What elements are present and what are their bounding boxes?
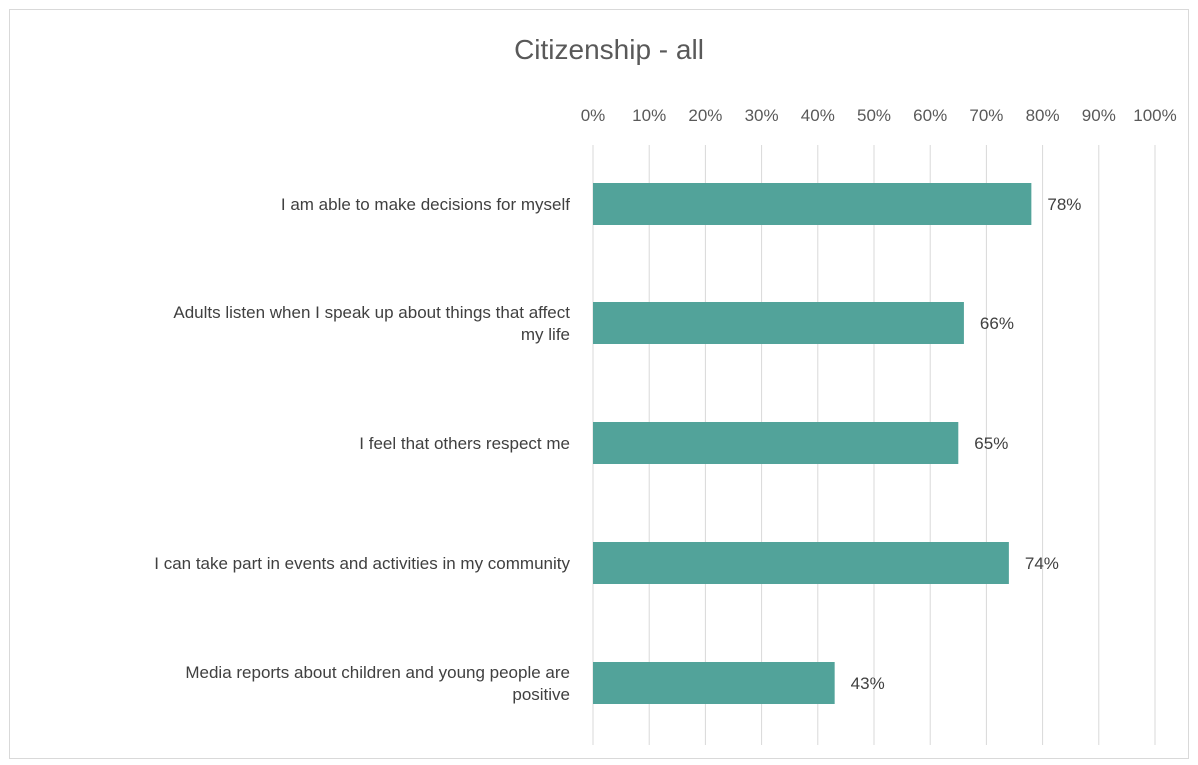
category-label: I can take part in events and activities… — [154, 554, 570, 573]
chart-title: Citizenship - all — [514, 34, 704, 65]
x-tick-label: 90% — [1082, 106, 1116, 125]
x-tick-label: 20% — [688, 106, 722, 125]
category-label: I feel that others respect me — [359, 434, 570, 453]
x-tick-label: 60% — [913, 106, 947, 125]
bar — [593, 422, 959, 464]
bar-data-label: 43% — [851, 674, 885, 693]
bar-data-label: 65% — [974, 434, 1008, 453]
x-tick-label: 0% — [581, 106, 606, 125]
bar — [593, 302, 964, 344]
x-tick-label: 30% — [745, 106, 779, 125]
x-tick-label: 100% — [1133, 106, 1176, 125]
category-label: Adults listen when I speak up about thin… — [173, 303, 570, 344]
category-label: I am able to make decisions for myself — [281, 195, 570, 214]
x-tick-label: 70% — [969, 106, 1003, 125]
x-tick-label: 10% — [632, 106, 666, 125]
bar-data-label: 78% — [1047, 195, 1081, 214]
bar — [593, 183, 1032, 225]
chart-frame — [9, 9, 1189, 759]
category-label: Media reports about children and young p… — [185, 663, 570, 704]
bar — [593, 542, 1009, 584]
bar-data-label: 74% — [1025, 554, 1059, 573]
bar — [593, 662, 835, 704]
bar-data-label: 66% — [980, 314, 1014, 333]
x-tick-label: 50% — [857, 106, 891, 125]
x-tick-label: 40% — [801, 106, 835, 125]
x-tick-label: 80% — [1026, 106, 1060, 125]
